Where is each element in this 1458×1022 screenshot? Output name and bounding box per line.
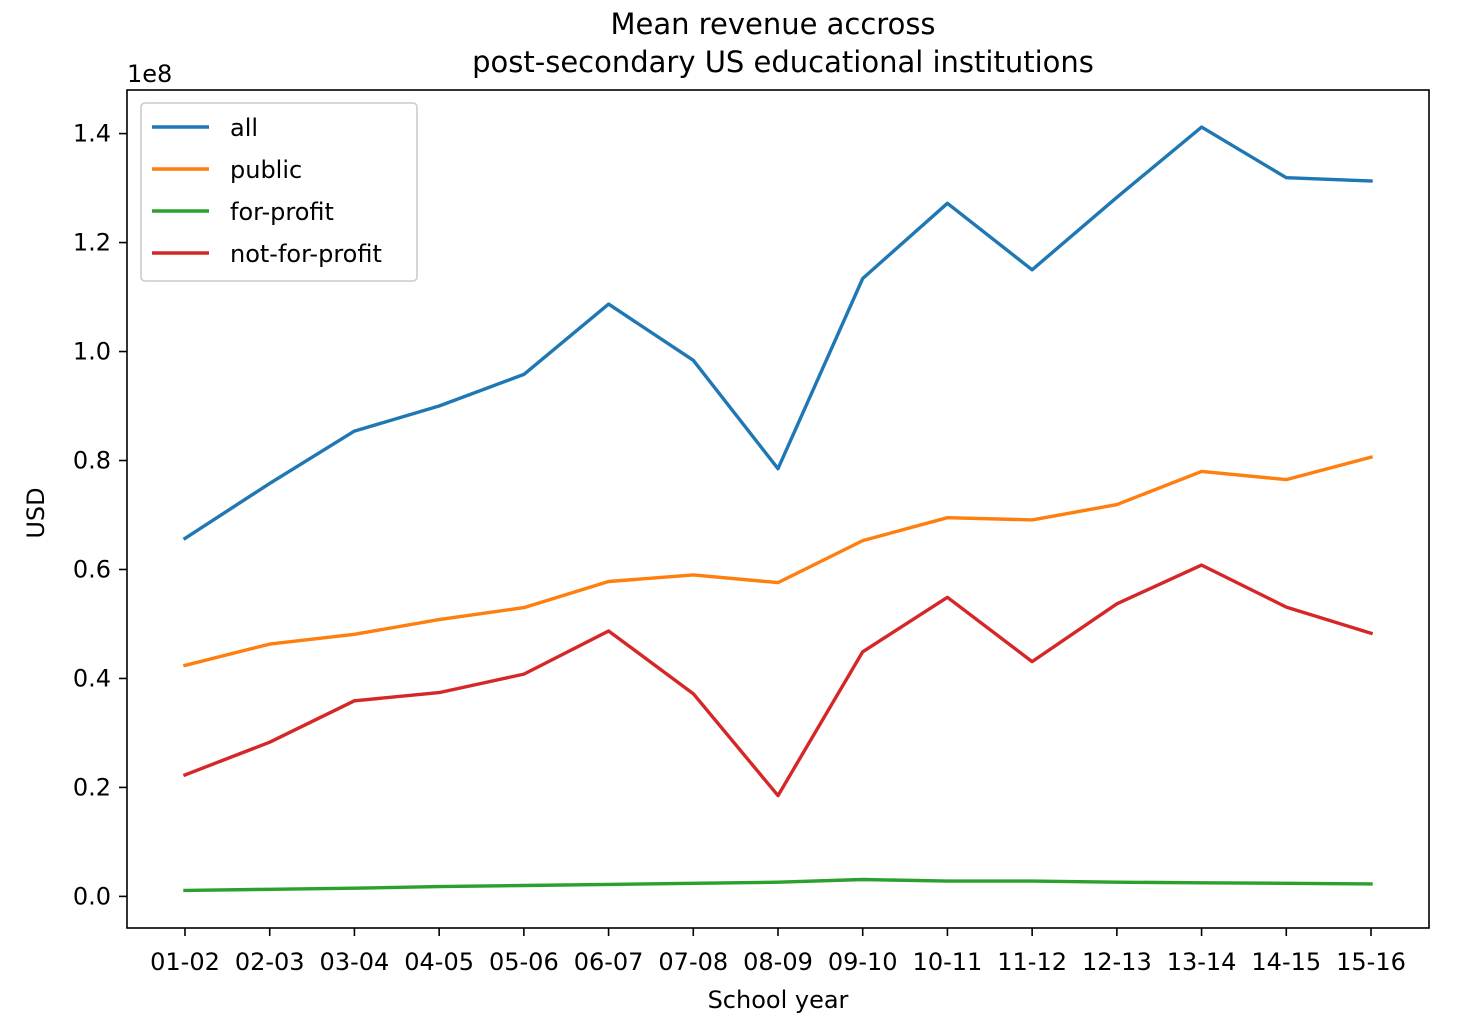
x-tick-label: 05-06: [489, 948, 559, 976]
y-axis-label: USD: [22, 487, 50, 538]
y-tick-label: 0.2: [73, 773, 111, 801]
y-offset-label: 1e8: [127, 60, 172, 88]
x-tick-label: 01-02: [150, 948, 220, 976]
plot-area: 0.0 0.2 0.4 0.6 0.8 1.0 1.2 1.4 01-02 02-03 03-04 0…: [73, 89, 1430, 976]
y-tick-label: 1.0: [73, 338, 111, 366]
x-tick-label: 10-11: [913, 948, 983, 976]
chart-title-line-2: post-secondary US educational institutio…: [472, 45, 1094, 79]
x-tick-label: 09-10: [828, 948, 898, 976]
x-tick-label: 02-03: [235, 948, 305, 976]
x-tick-label: 12-13: [1082, 948, 1152, 976]
legend-label-for-profit: for-profit: [230, 198, 334, 226]
x-tick-label: 04-05: [404, 948, 474, 976]
legend-frame: [140, 102, 418, 282]
x-axis-label: School year: [708, 986, 849, 1014]
series-line-for-profit: [183, 877, 1373, 893]
x-tick-label: 03-04: [320, 948, 390, 976]
legend: all public for-profit not-for-profit: [140, 102, 418, 282]
x-tick-label: 15-16: [1336, 948, 1406, 976]
series-line-all: [182, 125, 1373, 541]
y-tick-label: 0.6: [73, 555, 111, 583]
y-tick-label: 1.4: [73, 120, 111, 148]
x-tick-label: 13-14: [1167, 948, 1237, 976]
chart-title-line-1: Mean revenue accross: [610, 7, 935, 41]
legend-label-all: all: [230, 114, 258, 142]
legend-label-not-for-profit: not-for-profit: [230, 240, 382, 268]
y-tick-label: 1.2: [73, 229, 111, 257]
series-line-public: [182, 455, 1374, 668]
x-tick-label: 06-07: [574, 948, 644, 976]
y-tick-label: 0.8: [73, 447, 111, 475]
x-tick-label: 11-12: [997, 948, 1067, 976]
series-line-not-for-profit: [182, 563, 1374, 798]
legend-label-public: public: [230, 156, 302, 184]
x-tick-label: 07-08: [658, 948, 728, 976]
y-tick-label: 0.0: [73, 882, 111, 910]
x-tick-label: 14-15: [1251, 948, 1321, 976]
x-tick-label: 08-09: [743, 948, 813, 976]
y-tick-label: 0.4: [73, 664, 111, 692]
